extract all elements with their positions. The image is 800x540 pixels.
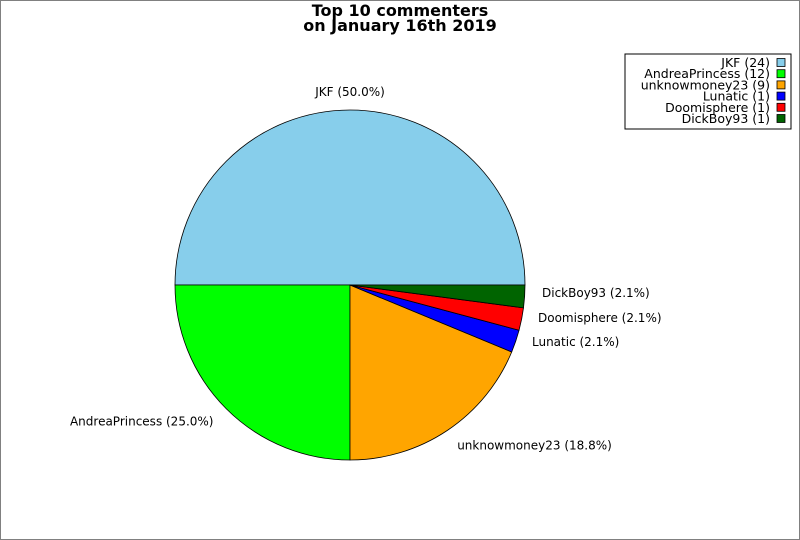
pie-slices: [174, 109, 526, 461]
chart-title: Top 10 commenters on January 16th 2019: [303, 1, 497, 35]
legend-label-andreaprincess: AndreaPrincess (12): [644, 66, 770, 81]
chart-title-line-1: Top 10 commenters: [312, 1, 489, 20]
legend-label-jkf: JKF (24): [720, 55, 770, 70]
slice-label-unknowmoney23: unknowmoney23 (18.8%): [457, 439, 612, 453]
legend-swatch-dickboy93: [776, 114, 786, 123]
legend-label-doomisphere: Doomisphere (1): [665, 100, 770, 115]
legend-label-lunatic: Lunatic (1): [703, 89, 770, 104]
legend-box: [624, 53, 792, 130]
slice-label-lunatic: Lunatic (2.1%): [532, 335, 619, 349]
legend-label-unknowmoney23: unknowmoney23 (9): [641, 77, 770, 92]
legend-swatch-lunatic: [776, 91, 786, 101]
legend-swatch-jkf: [776, 58, 786, 67]
slice-label-jkf: JKF (50.0%): [314, 85, 385, 99]
pie-slice-unknowmoney23: [349, 284, 513, 461]
slice-label-andreaprincess: AndreaPrincess (25.0%): [70, 415, 214, 429]
pie-slice-andreaprincess: [174, 284, 351, 461]
chart-title-line-2: on January 16th 2019: [303, 16, 497, 35]
pie-slice-dickboy93: [349, 284, 526, 309]
legend-label-dickboy93: DickBoy93 (1): [682, 111, 770, 126]
slice-label-dickboy93: DickBoy93 (2.1%): [542, 286, 650, 300]
pie-slice-labels: JKF (50.0%) AndreaPrincess (25.0%) unknowm…: [70, 85, 662, 453]
slice-label-doomisphere: Doomisphere (2.1%): [538, 311, 662, 325]
legend: JKF (24)AndreaPrincess (12)unknowmoney23…: [624, 53, 792, 130]
legend-swatch-andreaprincess: [776, 69, 786, 79]
legend-swatch-unknowmoney23: [776, 80, 786, 90]
pie-slice-jkf: [174, 109, 526, 286]
legend-swatch-doomisphere: [776, 102, 786, 112]
legend-items: JKF (24)AndreaPrincess (12)unknowmoney23…: [641, 55, 786, 126]
